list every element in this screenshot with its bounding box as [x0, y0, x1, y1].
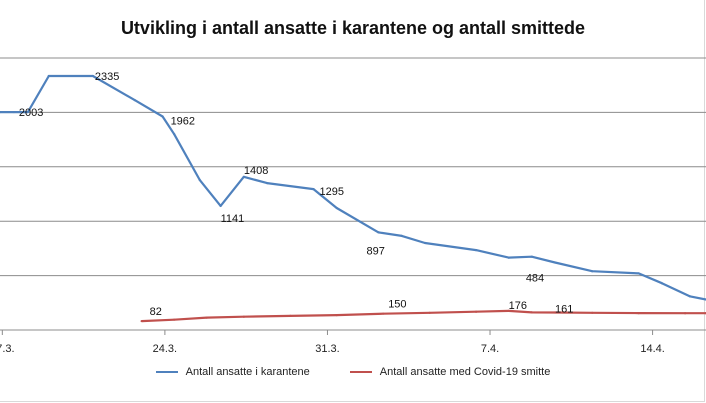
legend-item-infected: Antall ansatte med Covid-19 smitte: [349, 366, 551, 378]
data-point: [423, 241, 427, 245]
data-label: 897: [367, 245, 385, 257]
data-label: 150: [388, 299, 406, 311]
data-point: [219, 204, 222, 207]
data-point: [400, 234, 403, 237]
data-point: [0, 110, 2, 114]
data-point: [133, 99, 136, 102]
x-tick-label: 17.3.: [0, 343, 15, 355]
legend-swatch-infected: [349, 371, 372, 373]
data-label: 82: [150, 306, 162, 318]
data-point: [242, 175, 245, 178]
data-point: [683, 312, 687, 315]
x-axis: 17.3. 24.3. 31.3. 7.4. 14.4.: [0, 329, 706, 355]
gridlines: [0, 57, 706, 277]
x-tick-label: 7.4.: [481, 343, 499, 355]
legend-swatch-quarantine: [155, 371, 178, 373]
data-point: [173, 318, 176, 321]
data-point: [335, 206, 338, 210]
data-label: 176: [509, 300, 527, 312]
data-label: 1962: [171, 116, 195, 128]
data-label: 1141: [221, 213, 245, 225]
data-label: 1408: [244, 165, 268, 177]
data-point: [530, 311, 533, 314]
data-point: [242, 315, 245, 318]
data-point: [289, 314, 292, 317]
data-point: [591, 311, 594, 314]
data-point: [161, 115, 164, 118]
data-point: [507, 309, 510, 312]
data-point: [377, 231, 380, 234]
data-point: [198, 178, 201, 181]
legend: Antall ansatte i karantene Antall ansatt…: [0, 366, 706, 378]
data-point: [553, 311, 557, 314]
legend-item-quarantine: Antall ansatte i karantene: [155, 366, 310, 378]
series-line-1: [141, 309, 706, 323]
data-label: 1295: [320, 186, 344, 198]
data-point: [91, 74, 94, 78]
x-tick-label: 14.4.: [640, 343, 664, 355]
x-tick-label: 24.3.: [153, 343, 177, 355]
data-point: [474, 249, 478, 252]
data-point: [507, 256, 510, 259]
legend-label-quarantine: Antall ansatte i karantene: [185, 366, 310, 378]
series-line-0: [0, 74, 706, 301]
data-point: [12, 110, 16, 114]
data-label: 2335: [95, 71, 119, 83]
data-point: [530, 255, 533, 258]
data-point: [474, 310, 478, 313]
data-point: [173, 133, 176, 136]
data-label: 161: [555, 303, 573, 315]
data-point: [591, 270, 594, 273]
data-labels: 2003 2335 1962 1141 1408 1295 897 484 82 150 176 16…: [19, 71, 573, 318]
data-point: [637, 312, 640, 315]
series-lines: [0, 74, 706, 323]
chart-title: Utvikling i antall ansatte i karantene o…: [120, 18, 586, 38]
data-point: [637, 272, 640, 275]
data-point: [335, 313, 338, 317]
data-point: [382, 312, 385, 315]
data-point: [26, 110, 29, 114]
data-point: [660, 282, 663, 285]
data-point: [265, 182, 269, 185]
data-point: [47, 74, 50, 78]
data-label: 484: [526, 272, 544, 284]
data-label: 2003: [19, 107, 43, 119]
data-point: [205, 316, 208, 319]
legend-label-infected: Antall ansatte med Covid-19 smitte: [379, 366, 551, 378]
data-point: [312, 188, 315, 191]
data-point: [428, 311, 431, 314]
data-point: [553, 261, 557, 264]
data-point: [688, 295, 691, 298]
x-tick-label: 31.3.: [315, 343, 339, 355]
data-point: [140, 319, 143, 323]
